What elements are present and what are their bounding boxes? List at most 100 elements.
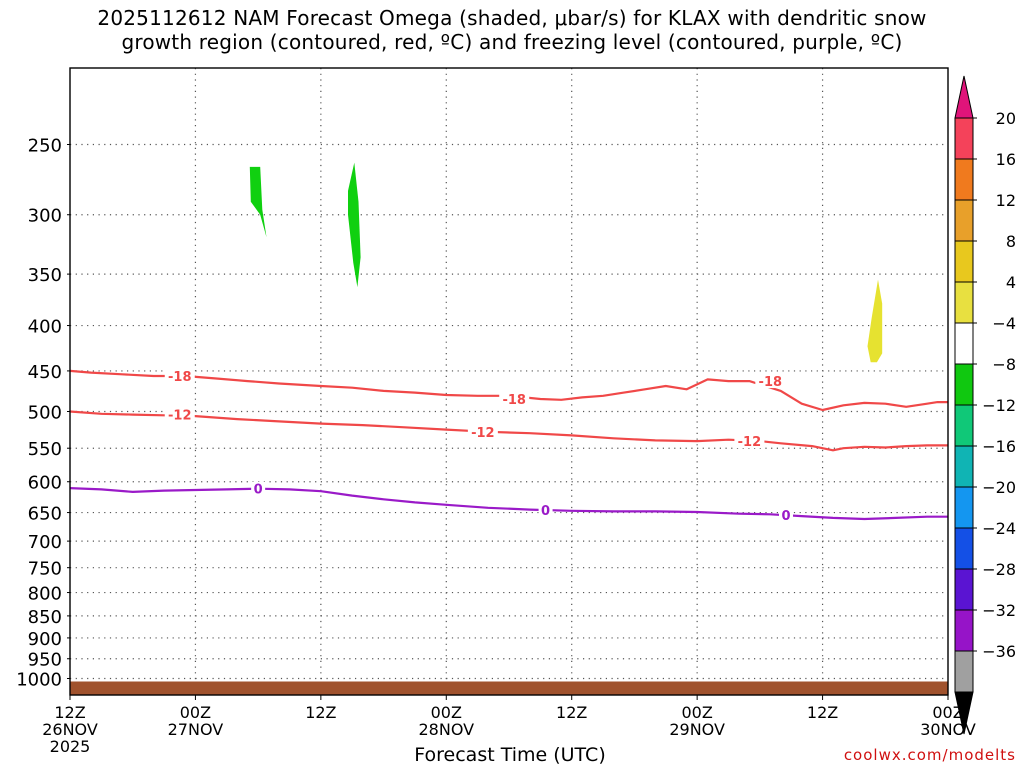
colorbar-top-arrow	[954, 75, 974, 119]
chart-title-line-2: growth region (contoured, red, ºC) and f…	[121, 30, 903, 54]
colorbar-label-6: −8	[992, 355, 1016, 374]
x-tick-label-line: 12Z	[807, 703, 838, 722]
y-tick-label-600: 600	[28, 473, 62, 494]
x-tick-label-1: 00Z 27NOV	[168, 703, 224, 739]
x-tick-label-line: 00Z	[681, 703, 712, 722]
x-tick-label-6: 12Z	[807, 703, 838, 722]
plot-frame	[69, 67, 949, 696]
contour-label-bg	[164, 407, 195, 422]
y-tick-label-950: 950	[28, 650, 62, 671]
y-tick-label-350: 350	[28, 265, 62, 286]
x-tick-label-line: 12Z	[556, 703, 587, 722]
plot-border	[69, 67, 949, 696]
contour-line-1	[69, 410, 948, 452]
contour-label-2-2: 0	[781, 509, 790, 524]
colorbar-label-5: −4	[992, 314, 1016, 333]
omega-shaded-region-0	[249, 166, 267, 238]
ground-layer	[70, 681, 948, 695]
contour-line-0	[69, 369, 948, 412]
x-tick-label-0: 12Z 26NOV 2025	[42, 703, 98, 756]
contour-label-bg	[499, 391, 530, 406]
x-tick-label-line: 29NOV	[669, 720, 725, 739]
colorbar-swatch-10	[954, 527, 974, 570]
x-tick-label-2: 12Z	[305, 703, 336, 722]
colorbar-label-2: 12	[996, 191, 1016, 210]
y-tick-label-450: 450	[28, 362, 62, 383]
y-tick-label-400: 400	[28, 317, 62, 338]
colorbar-label-9: −20	[982, 478, 1016, 497]
contour-label-bg	[467, 424, 498, 439]
ground-surface	[70, 681, 948, 695]
omega-shaded-region-1	[348, 162, 361, 288]
x-tick-label-line: 27NOV	[168, 720, 224, 739]
contour-label-bg	[734, 434, 765, 449]
colorbar-label-4: 4	[1006, 273, 1016, 292]
contour-label-2-1: 0	[541, 504, 550, 519]
colorbar-swatch-8	[954, 445, 974, 488]
colorbar-label-11: −28	[982, 560, 1016, 579]
omega-shading	[249, 162, 883, 363]
y-tick-label-700: 700	[28, 532, 62, 553]
colorbar-swatch-12	[954, 609, 974, 652]
y-tick-label-650: 650	[28, 504, 62, 525]
y-tick-label-750: 750	[28, 559, 62, 580]
y-tick-label-250: 250	[28, 136, 62, 157]
x-tick-label-line: 12Z	[54, 703, 85, 722]
colorbar-swatch-3	[954, 240, 974, 283]
contour-label-bg	[778, 507, 793, 522]
contour-label-0-2: -18	[759, 375, 783, 390]
y-tick-label-1000: 1000	[16, 670, 62, 691]
colorbar-label-7: −12	[982, 396, 1016, 415]
contour-label-bg	[538, 503, 553, 518]
colorbar-swatch-9	[954, 486, 974, 529]
colorbar-label-3: 8	[1006, 232, 1016, 251]
colorbar-swatch-13	[954, 650, 974, 693]
colorbar-label-10: −24	[982, 519, 1016, 538]
y-tick-label-800: 800	[28, 584, 62, 605]
y-axis-tick-labels: 2503003504004505005506006507007508008509…	[16, 136, 70, 691]
colorbar-swatch-5	[954, 322, 974, 365]
contour-lines: -18 -18 -18 -12 -12 -12 0 0 0	[69, 369, 948, 524]
colorbar-label-8: −16	[982, 437, 1016, 456]
y-tick-label-900: 900	[28, 629, 62, 650]
y-tick-label-850: 850	[28, 607, 62, 628]
x-tick-label-4: 12Z	[556, 703, 587, 722]
x-tick-label-line: 00Z	[180, 703, 211, 722]
colorbar-swatch-2	[954, 199, 974, 242]
contour-label-bg	[164, 369, 195, 384]
x-tick-label-line: 00Z	[932, 703, 963, 722]
contour-label-0-1: -18	[502, 393, 526, 408]
chart-title-line-1: 2025112612 NAM Forecast Omega (shaded, μ…	[97, 6, 927, 30]
contour-label-0-0: -18	[168, 370, 192, 385]
colorbar-swatch-0	[954, 117, 974, 160]
grid-lines	[70, 68, 948, 695]
colorbar-swatch-6	[954, 363, 974, 406]
contour-label-1-1: -12	[471, 426, 495, 441]
y-tick-label-300: 300	[28, 206, 62, 227]
x-tick-label-line: 12Z	[305, 703, 336, 722]
x-tick-label-line: 28NOV	[418, 720, 474, 739]
y-tick-label-500: 500	[28, 403, 62, 424]
chart-title: 2025112612 NAM Forecast Omega (shaded, μ…	[0, 6, 1024, 54]
colorbar-label-1: 16	[996, 150, 1016, 169]
colorbar-swatch-7	[954, 404, 974, 447]
colorbar-swatch-11	[954, 568, 974, 611]
x-tick-label-line: 26NOV	[42, 720, 98, 739]
y-tick-label-550: 550	[28, 439, 62, 460]
x-tick-label-line: 2025	[50, 737, 91, 756]
x-tick-label-3: 00Z 28NOV	[418, 703, 474, 739]
credit-text: coolwx.com/modelts	[843, 746, 1016, 764]
x-tick-label-5: 00Z 29NOV	[669, 703, 725, 739]
contour-line-2	[69, 487, 948, 521]
contour-label-bg	[755, 374, 786, 389]
colorbar-label-12: −32	[982, 601, 1016, 620]
contour-label-2-0: 0	[254, 483, 263, 498]
colorbar: 20 16 12 8 4 −4 −8 −12 −16 −20 −24 −28 −32 −36	[954, 75, 1016, 735]
omega-shaded-region-2	[867, 279, 883, 363]
x-tick-label-line: 00Z	[431, 703, 462, 722]
colorbar-swatch-1	[954, 158, 974, 201]
x-tick-label-line: 30NOV	[920, 720, 976, 739]
colorbar-swatch-4	[954, 281, 974, 324]
colorbar-label-13: −36	[982, 642, 1016, 661]
